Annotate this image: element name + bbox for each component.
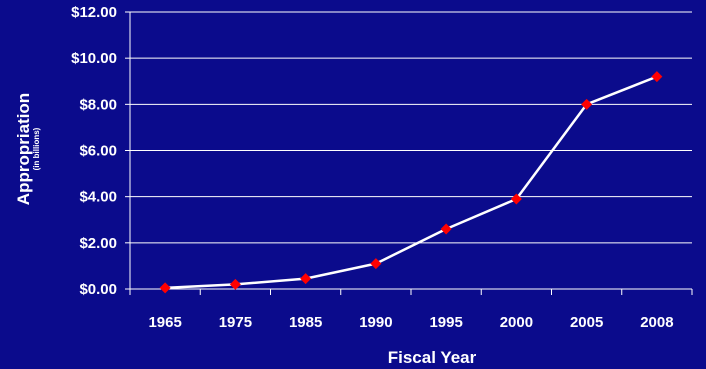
axes: [125, 11, 693, 295]
y-axis-subtitle: (in billions): [32, 127, 41, 170]
y-tick-labels: $0.00 $2.00 $4.00 $6.00 $8.00 $10.00 $12.00: [71, 4, 117, 298]
x-tick-label: 1985: [289, 314, 322, 331]
x-tick-label: 1975: [219, 314, 252, 331]
data-point: [300, 273, 312, 285]
data-point: [229, 278, 241, 290]
x-tick-label: 1990: [359, 314, 392, 331]
y-axis-title: Appropriation: [14, 93, 33, 205]
x-axis-title: Fiscal Year: [388, 348, 477, 367]
y-tick-label: $2.00: [79, 235, 117, 252]
y-tick-label: $8.00: [79, 96, 117, 113]
x-tick-label: 1965: [148, 314, 181, 331]
y-tick-label: $6.00: [79, 143, 117, 160]
x-tick-label: 2008: [640, 314, 673, 331]
gridlines: [130, 11, 692, 244]
y-axis-title-group: Appropriation (in billions): [14, 93, 41, 205]
data-point: [581, 98, 593, 110]
data-point: [651, 71, 663, 83]
x-tick-labels: 1965 1975 1985 1990 1995 2000 2005 2008: [148, 314, 673, 331]
data-point: [440, 223, 452, 235]
data-point: [510, 193, 522, 205]
x-tick-label: 2000: [500, 314, 533, 331]
series-group: [159, 71, 663, 294]
data-point: [159, 282, 171, 294]
data-point: [370, 258, 382, 270]
y-tick-label: $0.00: [79, 281, 117, 298]
x-tick-label: 1995: [429, 314, 462, 331]
series-line: [165, 75, 658, 290]
y-tick-label: $4.00: [79, 189, 117, 206]
x-tick-label: 2005: [570, 314, 603, 331]
y-tick-label: $12.00: [71, 4, 117, 21]
y-tick-label: $10.00: [71, 50, 117, 67]
